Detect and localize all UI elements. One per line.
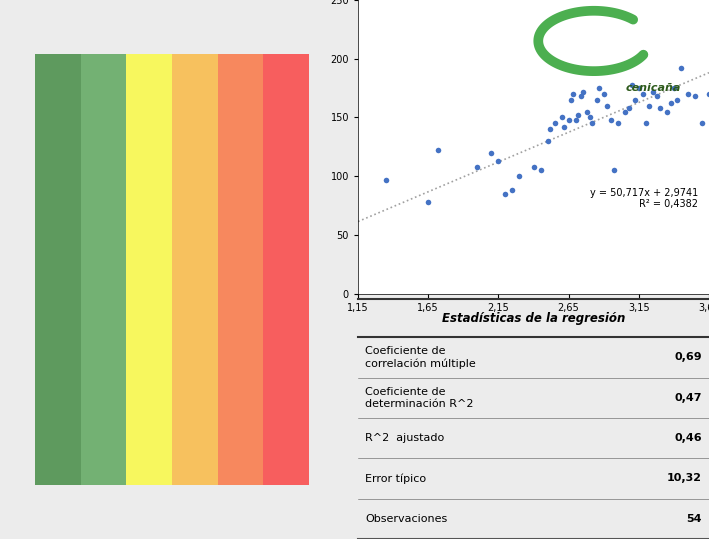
Point [581, 107, 593, 116]
Point [507, 186, 518, 195]
Text: Coeficiente de
correlación múltiple: Coeficiente de correlación múltiple [365, 347, 476, 369]
Text: 0,46: 0,46 [674, 433, 702, 443]
Bar [81, 54, 126, 485]
Text: R^2  ajustado: R^2 ajustado [365, 433, 445, 443]
Bar [263, 54, 309, 485]
Point [647, 87, 659, 96]
Point [570, 115, 581, 124]
Text: cenicaña: cenicaña [626, 84, 681, 93]
Point [563, 115, 574, 124]
Point [629, 95, 640, 104]
Point [493, 156, 504, 165]
Point [640, 119, 652, 128]
Point [584, 113, 596, 122]
Point [432, 146, 444, 155]
Point [637, 89, 649, 98]
Point [573, 110, 584, 119]
Point [567, 89, 579, 98]
Text: 54: 54 [686, 514, 702, 524]
Point [381, 175, 392, 184]
Point [542, 136, 553, 145]
Point [619, 107, 630, 116]
Point [608, 166, 619, 175]
Point [626, 80, 637, 89]
Point [535, 166, 546, 175]
Point [577, 87, 588, 96]
Point [545, 125, 556, 134]
Point [601, 101, 612, 110]
Point [556, 113, 567, 122]
Point [576, 92, 587, 101]
Point [594, 84, 605, 92]
Text: 0,47: 0,47 [674, 393, 702, 403]
Text: Observaciones: Observaciones [365, 514, 447, 524]
Point [654, 103, 666, 112]
Point [671, 95, 682, 104]
Text: 10,32: 10,32 [667, 473, 702, 483]
Point [661, 107, 673, 116]
Point [643, 101, 654, 110]
Point [587, 119, 598, 128]
Text: Coeficiente de
determinación R^2: Coeficiente de determinación R^2 [365, 387, 474, 409]
Point [591, 95, 603, 104]
Point [689, 92, 700, 101]
Point [559, 122, 570, 131]
Point [668, 84, 679, 92]
Bar [218, 54, 263, 485]
Point [486, 148, 497, 157]
Point [500, 189, 511, 198]
Bar [35, 54, 81, 485]
Point [423, 198, 434, 206]
Bar [172, 54, 218, 485]
Point [615, 64, 626, 72]
Text: 0,69: 0,69 [674, 353, 702, 362]
Point [471, 162, 483, 171]
Point [623, 103, 635, 112]
Point [605, 115, 616, 124]
Point [549, 119, 560, 128]
Text: y = 50,717x + 2,9741
R² = 0,4382: y = 50,717x + 2,9741 R² = 0,4382 [590, 188, 698, 210]
Point [598, 89, 609, 98]
Bar [126, 54, 172, 485]
Point [666, 99, 677, 108]
Point [682, 89, 693, 98]
Text: Error típico: Error típico [365, 473, 426, 483]
Text: Estadísticas de la regresión: Estadísticas de la regresión [442, 312, 625, 324]
Point [566, 95, 577, 104]
Point [514, 172, 525, 181]
Point [703, 89, 709, 98]
Point [612, 119, 623, 128]
Point [675, 64, 686, 72]
Point [696, 119, 708, 128]
Point [633, 84, 644, 92]
Point [652, 92, 663, 101]
Point [527, 162, 539, 171]
